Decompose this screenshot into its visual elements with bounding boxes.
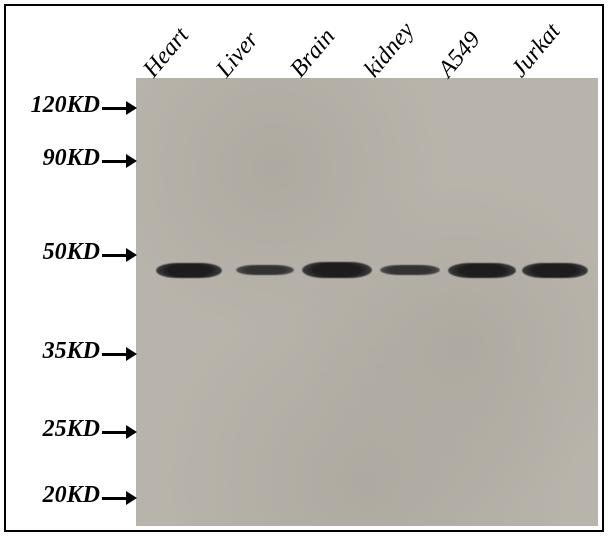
marker-label: 120KD: [31, 92, 100, 119]
protein-band: [448, 263, 516, 278]
arrow-right-icon: [102, 425, 137, 439]
protein-band: [522, 263, 588, 278]
marker-label: 25KD: [43, 416, 100, 443]
marker-label: 90KD: [43, 145, 100, 172]
marker-label: 20KD: [43, 482, 100, 509]
arrow-right-icon: [102, 248, 137, 262]
protein-band: [380, 265, 440, 275]
blot-membrane-area: [136, 78, 598, 526]
protein-band: [236, 265, 294, 275]
western-blot-figure: 120KD90KD50KD35KD25KD20KD HeartLiverBrai…: [0, 0, 608, 536]
marker-label: 50KD: [43, 239, 100, 266]
arrow-right-icon: [102, 101, 137, 115]
protein-band: [156, 263, 222, 278]
arrow-right-icon: [102, 154, 137, 168]
arrow-right-icon: [102, 347, 137, 361]
protein-band: [302, 262, 372, 278]
arrow-right-icon: [102, 491, 137, 505]
marker-label: 35KD: [43, 338, 100, 365]
